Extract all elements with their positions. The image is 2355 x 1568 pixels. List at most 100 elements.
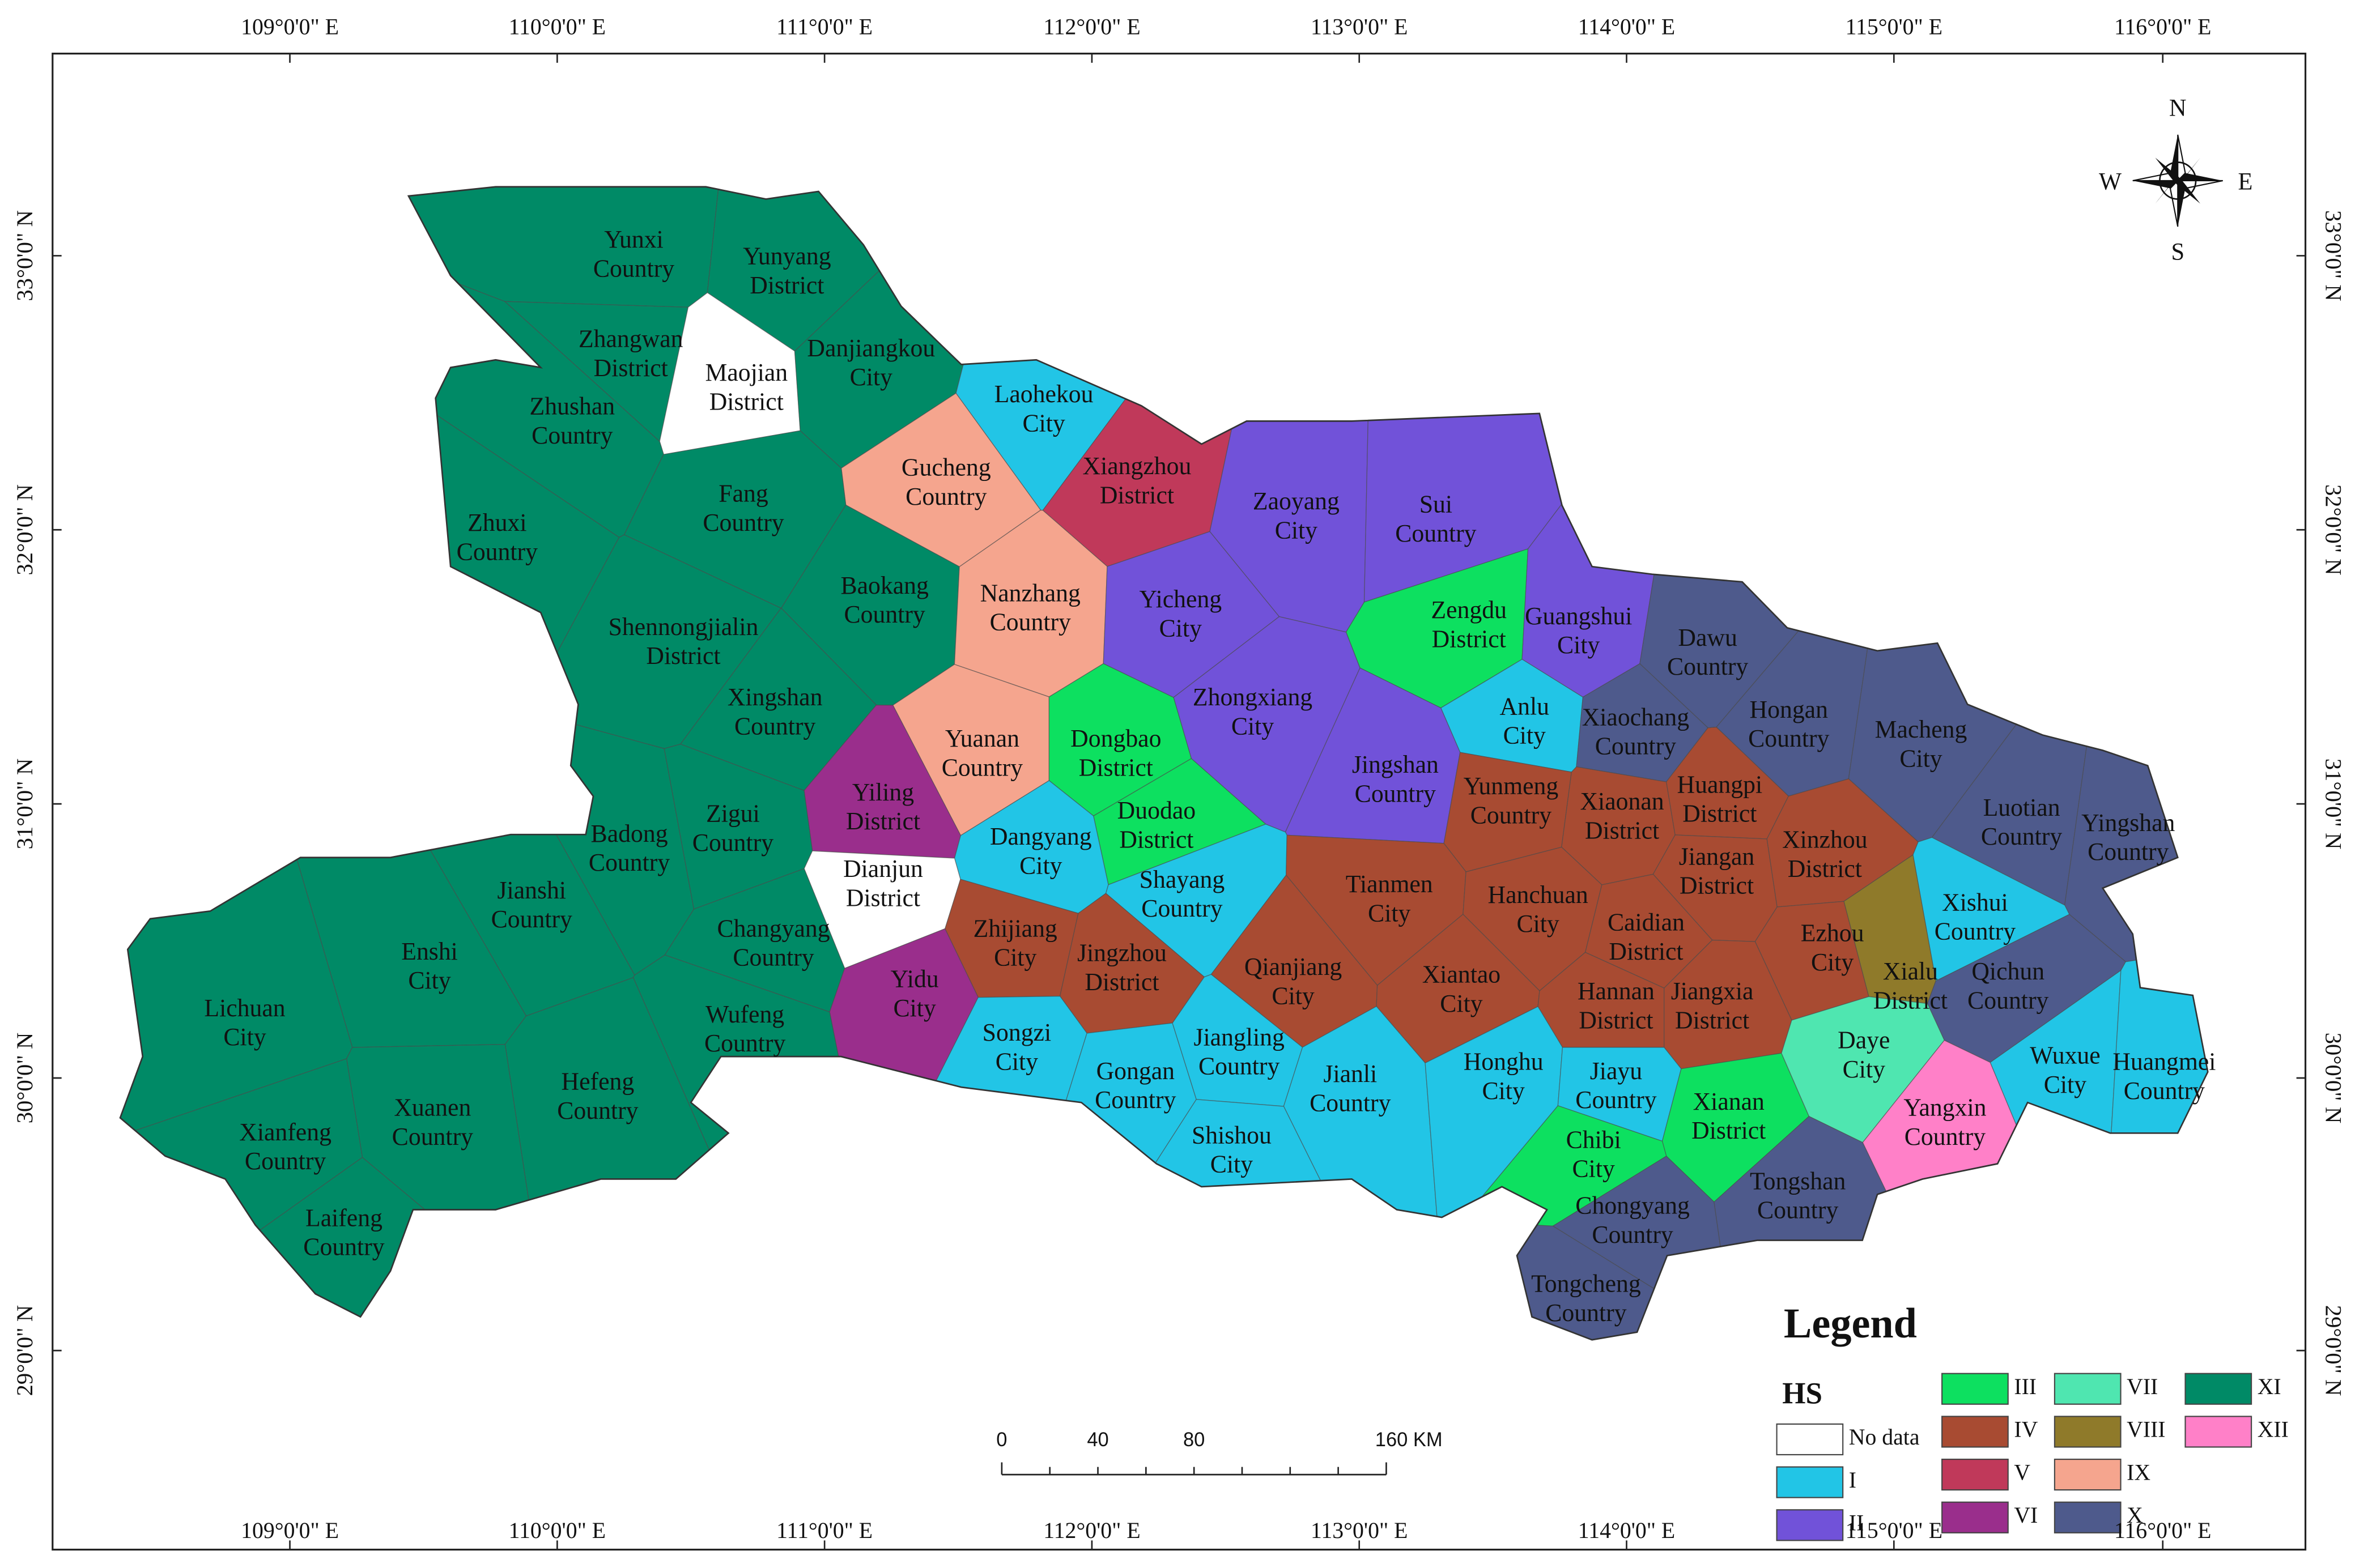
region-label-line: District — [1680, 871, 1754, 899]
region-label-line: District — [1788, 855, 1863, 883]
latitude-label-left: 32°0'0" N — [12, 484, 37, 576]
region-label-line: District — [846, 807, 921, 835]
longitude-label-top: 116°0'0" E — [2114, 14, 2211, 39]
region-label-line: City — [1019, 851, 1062, 879]
longitude-label-bottom: 109°0'0" E — [241, 1518, 339, 1543]
region-label: Daye City — [1838, 1026, 1890, 1083]
region-label-line: Country — [1355, 779, 1436, 807]
region-label-line: Wufeng — [705, 1000, 784, 1028]
region-label-line: Country — [1757, 1196, 1838, 1224]
region-label-line: Gucheng — [902, 454, 991, 482]
region-label: Zhijiang City — [974, 914, 1057, 972]
region-label: Dianjun District — [843, 855, 923, 912]
region-label-line: Jiayu — [1590, 1057, 1642, 1085]
compass-east: E — [2238, 168, 2253, 195]
region-label: Macheng City — [1875, 715, 1967, 773]
region-label-line: Country — [734, 712, 815, 740]
region-label: Yidu City — [891, 965, 939, 1022]
region-label-line: Jingshan — [1352, 751, 1439, 778]
region-label: Lichuan City — [204, 994, 285, 1051]
region-label: Yunmeng Country — [1464, 772, 1559, 829]
region-label-line: Country — [589, 849, 670, 876]
region-label-line: City — [1572, 1154, 1615, 1182]
region-label: Badong Country — [589, 820, 670, 877]
longitude-label-bottom: 114°0'0" E — [1578, 1518, 1675, 1543]
region-label-line: Zhushan — [530, 392, 615, 420]
region-label: Jingzhou District — [1077, 939, 1167, 996]
compass-west: W — [2099, 168, 2122, 195]
scale-label: 80 — [1183, 1429, 1205, 1451]
region-label-line: City — [1440, 990, 1482, 1017]
region-label: Anlu City — [1500, 692, 1549, 749]
legend-label: IV — [2014, 1416, 2038, 1442]
region-label: Zhushan Country — [530, 392, 615, 449]
region-label-line: Guangshui — [1525, 602, 1632, 630]
region-label: Hongan Country — [1748, 696, 1829, 753]
region-label: Xialu District — [1873, 957, 1948, 1015]
region-label-line: District — [1873, 986, 1948, 1014]
scale-label: 160 KM — [1375, 1429, 1443, 1451]
region-label-line: City — [1275, 516, 1317, 544]
region-label-line: City — [893, 994, 936, 1022]
region-label-line: Yingshan — [2081, 809, 2175, 837]
legend-swatch — [1941, 1416, 2009, 1448]
region-label-line: Xinzhou — [1782, 825, 1868, 853]
region-label-line: Chibi — [1566, 1126, 1621, 1153]
region-label-line: Yicheng — [1139, 585, 1222, 613]
region-label-line: Country — [704, 1029, 785, 1057]
region-label-line: District — [1691, 1117, 1766, 1144]
region-label-line: Country — [1967, 986, 2048, 1014]
compass-star — [2169, 179, 2179, 227]
region-label-line: Zengdu — [1431, 596, 1507, 624]
region-label-line: Zaoyang — [1253, 487, 1340, 515]
legend-label: X — [2127, 1502, 2143, 1528]
region-label-line: Jiangling — [1194, 1023, 1285, 1051]
region-label: Laohekou City — [994, 380, 1094, 437]
region-label-line: Country — [491, 905, 572, 933]
region-label: Jingshan Country — [1352, 751, 1439, 808]
region-label-line: Shishou — [1192, 1121, 1272, 1149]
region-label-line: District — [1100, 481, 1175, 509]
region-label-line: Jiangan — [1679, 842, 1755, 870]
region-label-line: Hanchuan — [1488, 881, 1588, 909]
region-label-line: Country — [2088, 838, 2169, 866]
region-label-line: Jianli — [1323, 1060, 1377, 1088]
region-label-line: City — [1843, 1055, 1885, 1083]
region-label-line: Luotian — [1983, 794, 2060, 821]
region-label-line: Country — [2124, 1077, 2205, 1105]
legend-label: IX — [2127, 1459, 2150, 1485]
legend-swatch — [2054, 1458, 2122, 1491]
region-label-line: Zigui — [706, 799, 760, 827]
region-label-line: District — [1079, 753, 1154, 781]
region-label-line: Country — [733, 943, 814, 971]
legend-swatch — [2184, 1373, 2252, 1405]
latitude-label-left: 31°0'0" N — [12, 759, 37, 850]
legend-swatch — [1776, 1423, 1844, 1456]
region-label-line: Songzi — [983, 1019, 1051, 1046]
region-label: Yangxin Country — [1903, 1093, 1986, 1151]
region-label-line: Jianshi — [498, 876, 566, 904]
region-label: Xiangzhou District — [1083, 452, 1192, 509]
region-label-line: Wuxue — [2030, 1042, 2101, 1070]
latitude-label-left: 30°0'0" N — [12, 1033, 37, 1124]
region-label-line: Huangmei — [2112, 1047, 2216, 1075]
region-label: Xiantao City — [1422, 960, 1500, 1017]
region-label-line: Xishui — [1942, 888, 2008, 916]
region-label: Qianjiang City — [1244, 953, 1342, 1010]
region-label-line: Country — [1470, 801, 1551, 829]
region-label-line: Fang — [719, 479, 768, 507]
legend-swatch — [1776, 1509, 1844, 1541]
province-outline — [119, 186, 2209, 1341]
compass: N S E W — [2099, 95, 2253, 266]
region-label: Zigui Country — [692, 799, 773, 857]
region-label-line: Zhuxi — [467, 509, 526, 536]
region-label-line: Country — [1595, 732, 1676, 760]
region-label: Zhuxi Country — [457, 509, 538, 566]
region-label-line: Hefeng — [562, 1067, 635, 1095]
region-label: Xianan District — [1691, 1088, 1766, 1145]
region-label-line: Yiling — [852, 778, 914, 806]
region-label-line: Country — [392, 1123, 473, 1151]
region-label-line: Tianmen — [1346, 870, 1433, 898]
region-label-line: Country — [245, 1147, 326, 1175]
region-label-line: City — [1899, 744, 1942, 772]
